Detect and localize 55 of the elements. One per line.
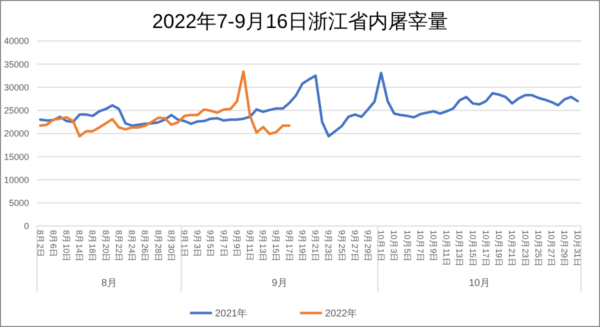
y-tick-label: 35000 xyxy=(4,59,29,70)
legend-label: 2021年 xyxy=(215,308,248,320)
x-tick-label: 8月28日 xyxy=(153,230,164,262)
x-tick-label: 10月13日 xyxy=(454,230,465,267)
x-tick-label: 9月19日 xyxy=(297,230,308,262)
text: 10月 xyxy=(468,278,490,289)
x-tick-label: 10月27日 xyxy=(546,230,557,267)
x-tick-label: 8月6日 xyxy=(48,230,58,258)
y-tick-label: 20000 xyxy=(4,128,29,139)
x-tick-label: 10月7日 xyxy=(415,230,426,262)
x-tick-label: 8月26日 xyxy=(140,230,150,262)
y-tick-label: 5000 xyxy=(8,198,29,208)
y-tick-label: 10000 xyxy=(4,174,29,185)
line-series xyxy=(39,72,579,138)
x-tick-label: 9月15日 xyxy=(271,230,282,262)
text: 9月 xyxy=(272,278,288,289)
x-tick-label: 9月3日 xyxy=(192,230,203,258)
x-tick-label: 8月14日 xyxy=(74,230,85,262)
x-tick-label: 9月21日 xyxy=(310,230,321,262)
y-tick-label: 40000 xyxy=(4,36,29,46)
x-tick-label: 8月24日 xyxy=(127,230,138,262)
x-tick-label: 10月11日 xyxy=(442,230,452,266)
x-tick-label: 10月3日 xyxy=(389,230,400,262)
x-tick-label: 10月29日 xyxy=(560,230,570,267)
x-tick-label: 10月5日 xyxy=(402,230,412,262)
x-tick-label: 10月17日 xyxy=(480,230,491,267)
x-tick-label: 8月18日 xyxy=(88,230,98,262)
y-tick-label: 30000 xyxy=(4,82,29,92)
legend-label: 2022年 xyxy=(325,308,358,320)
x-tick-label: 8月10日 xyxy=(61,230,72,262)
x-tick-label: 10月15日 xyxy=(468,230,478,267)
x-tick-label: 10月21日 xyxy=(507,230,518,267)
x-tick-label: 9月17日 xyxy=(284,230,294,262)
x-tick-label: 9月23日 xyxy=(324,230,334,262)
x-tick-label: 9月5日 xyxy=(206,230,216,258)
x-tick-label: 10月9日 xyxy=(428,230,439,262)
line-series xyxy=(39,70,291,138)
x-tick-label: 9月27日 xyxy=(350,230,360,262)
y-tick-label: 15000 xyxy=(4,152,29,162)
x-tick-label: 10月25日 xyxy=(533,230,544,267)
x-tick-label: 9月9日 xyxy=(232,230,242,258)
x-tick-label: 8月22日 xyxy=(114,230,124,262)
x-tick-label: 10月23日 xyxy=(520,230,530,267)
x-tick-label: 9月7日 xyxy=(218,230,229,258)
y-tick-label: 0 xyxy=(24,221,29,232)
x-tick-label: 9月29日 xyxy=(362,230,373,262)
x-tick-label: 8月30日 xyxy=(166,230,176,262)
x-tick-label: 9月11日 xyxy=(245,230,256,262)
x-tick-label: 9月25日 xyxy=(336,230,347,262)
chart-title: 2022年7-9月16日浙江省内屠宰量 xyxy=(152,10,448,33)
text: 8月 xyxy=(101,278,117,289)
x-tick-label: 9月13日 xyxy=(258,230,268,262)
y-tick-label: 25000 xyxy=(4,106,29,116)
x-tick-label: 10月19日 xyxy=(494,230,504,267)
x-tick-label: 8月20日 xyxy=(100,230,111,262)
